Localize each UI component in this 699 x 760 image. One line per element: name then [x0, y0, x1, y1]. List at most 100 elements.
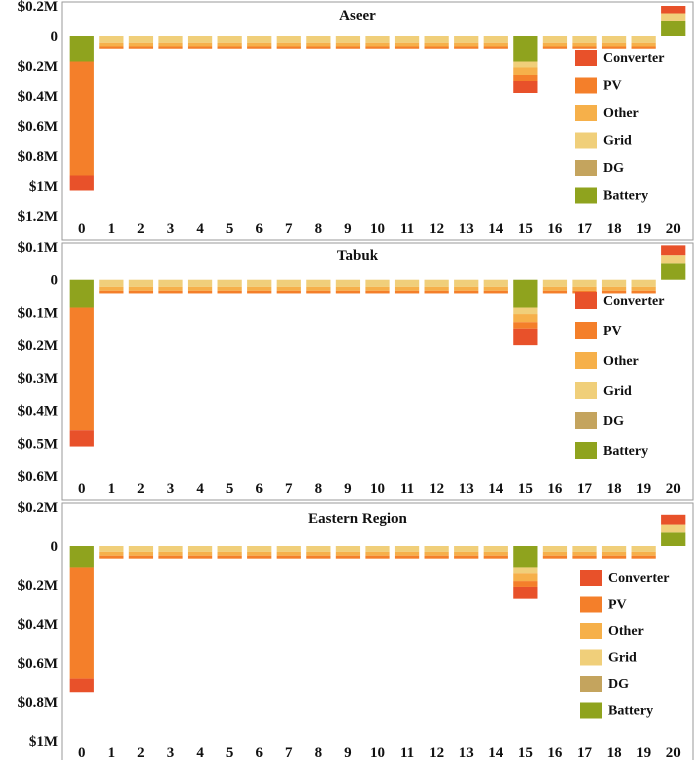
bar-other-15: [513, 67, 538, 75]
bar-battery-0: [69, 546, 94, 568]
bar-pv-9: [335, 46, 361, 49]
legend-label-grid: Grid: [603, 134, 632, 149]
bar-pv-2: [128, 290, 154, 294]
x-tick-label: 0: [78, 745, 86, 760]
x-tick-label: 12: [429, 481, 444, 497]
bar-pv-13: [454, 290, 479, 294]
bar-grid-19: [631, 546, 656, 552]
bar-grid-17: [572, 546, 597, 552]
bar-other-6: [247, 42, 272, 47]
bar-pv-7: [276, 290, 301, 294]
legend-swatch-dg: [580, 676, 602, 692]
bar-pv-10: [365, 290, 390, 294]
x-tick-label: 1: [108, 221, 116, 237]
y-tick-label: 0: [51, 273, 59, 289]
y-tick-label: $0.5M: [18, 436, 58, 452]
x-tick-label: 10: [370, 481, 385, 497]
bar-grid-3: [158, 36, 183, 43]
x-tick-label: 3: [167, 745, 175, 760]
legend-label-other: Other: [603, 354, 639, 369]
bar-other-1: [99, 551, 124, 556]
bar-battery-15: [513, 279, 538, 308]
bar-converter-20: [661, 6, 686, 14]
bar-pv-11: [394, 555, 420, 559]
x-tick-label: 16: [547, 745, 563, 760]
y-tick-label: $0.6M: [18, 469, 58, 485]
x-tick-label: 19: [636, 481, 651, 497]
bar-grid-9: [335, 36, 361, 43]
y-tick-label: $0.2M: [18, 59, 58, 75]
bar-grid-6: [247, 546, 272, 552]
bar-pv-3: [158, 46, 183, 49]
x-tick-label: 0: [78, 221, 86, 237]
y-tick-label: $1M: [29, 734, 58, 750]
legend-swatch-grid: [575, 382, 597, 399]
bar-pv-13: [454, 46, 479, 49]
bar-grid-20: [661, 255, 686, 264]
x-tick-label: 17: [577, 745, 593, 760]
x-tick-label: 7: [285, 221, 293, 237]
bar-battery-20: [661, 21, 686, 36]
x-tick-label: 19: [636, 745, 651, 760]
x-tick-label: 5: [226, 221, 234, 237]
x-tick-label: 5: [226, 481, 234, 497]
bar-other-15: [513, 314, 538, 323]
bar-other-5: [217, 42, 242, 47]
bar-grid-8: [306, 546, 331, 552]
bar-grid-10: [365, 279, 390, 287]
bar-converter-15: [513, 81, 538, 93]
bar-pv-18: [601, 555, 627, 559]
bar-pv-8: [306, 46, 331, 49]
legend-label-dg: DG: [603, 161, 624, 176]
bar-pv-15: [513, 75, 538, 81]
bar-other-13: [454, 42, 479, 47]
bar-other-4: [187, 551, 213, 556]
bar-other-14: [483, 551, 508, 556]
bar-other-11: [394, 286, 420, 291]
y-tick-label: $0.6M: [18, 656, 58, 672]
chart-title: Eastern Region: [308, 511, 407, 527]
x-tick-label: 6: [255, 221, 263, 237]
bar-other-9: [335, 42, 361, 47]
bar-pv-4: [187, 46, 213, 49]
chart-panel-1: Tabuk $0.1M 0 $0.1M $0.2M $0.3M $0.4M $0.5M $0.6…: [18, 240, 694, 501]
y-tick-label: $0.2M: [18, 578, 58, 594]
legend-swatch-battery: [575, 187, 597, 204]
bar-pv-9: [335, 555, 361, 559]
y-tick-label: $0.2M: [18, 0, 58, 15]
x-tick-label: 9: [344, 481, 352, 497]
legend-swatch-dg: [575, 160, 597, 176]
bar-grid-7: [276, 546, 301, 552]
legend-swatch-other: [575, 352, 597, 369]
bar-pv-11: [394, 290, 420, 294]
legend-label-battery: Battery: [608, 704, 653, 719]
x-tick-label: 14: [488, 221, 504, 237]
legend-label-pv: PV: [608, 598, 627, 613]
bar-other-9: [335, 286, 361, 291]
bar-pv-3: [158, 555, 183, 559]
bar-pv-5: [217, 555, 242, 559]
bar-battery-20: [661, 532, 686, 546]
bar-grid-11: [394, 546, 420, 552]
x-tick-label: 20: [666, 745, 681, 760]
x-tick-label: 1: [108, 745, 116, 760]
bar-other-17: [572, 551, 597, 556]
bar-pv-15: [513, 581, 538, 587]
bar-grid-15: [513, 567, 538, 574]
bar-grid-14: [483, 36, 508, 43]
x-tick-label: 2: [137, 481, 145, 497]
y-tick-label: 0: [51, 539, 59, 555]
bar-grid-18: [601, 279, 627, 287]
bar-pv-9: [335, 290, 361, 294]
bar-other-4: [187, 42, 213, 47]
bar-grid-20: [661, 13, 686, 21]
x-tick-label: 11: [400, 481, 414, 497]
legend-label-battery: Battery: [603, 444, 648, 459]
x-tick-label: 18: [607, 221, 622, 237]
bar-pv-8: [306, 555, 331, 559]
bar-pv-11: [394, 46, 420, 49]
bar-pv-8: [306, 290, 331, 294]
bar-other-8: [306, 286, 331, 291]
legend-swatch-grid: [580, 649, 602, 666]
bar-grid-16: [542, 279, 568, 287]
